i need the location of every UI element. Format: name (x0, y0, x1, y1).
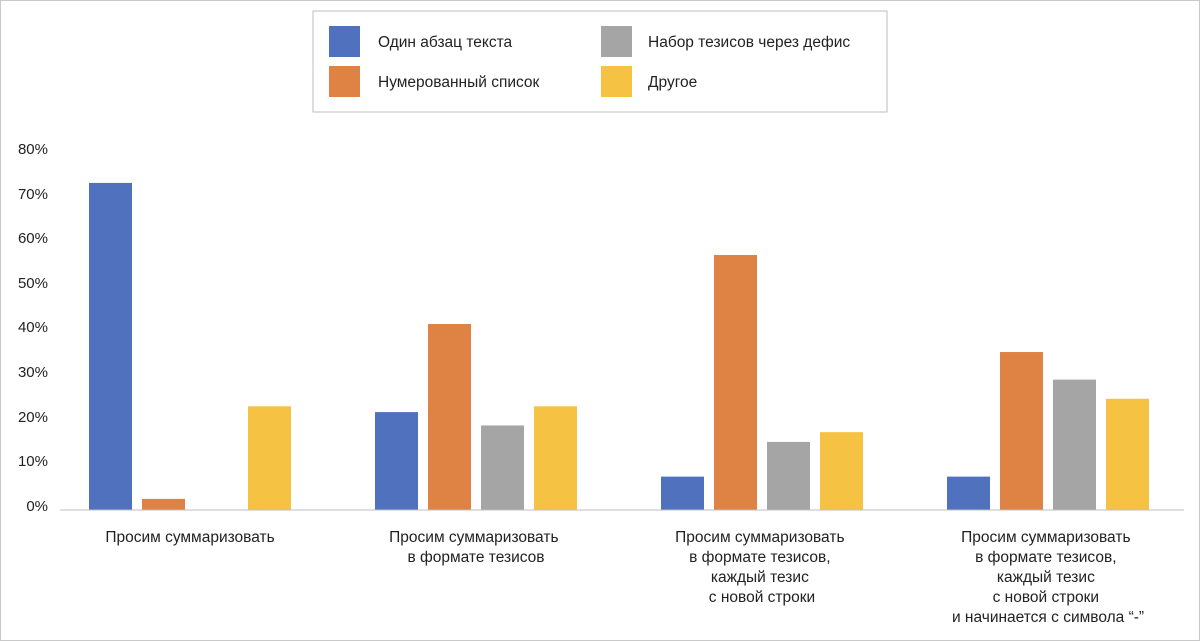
legend-label-3: Другое (648, 74, 697, 91)
category-label-line: с новой строки (993, 589, 1099, 606)
legend-swatch-3 (601, 66, 632, 97)
category-label-line: каждый тезис (711, 569, 809, 586)
bar-2-0 (661, 476, 704, 510)
bar-2-3 (820, 432, 863, 510)
category-label-line: в формате тезисов, (689, 549, 830, 566)
bar-2-1 (714, 255, 757, 510)
category-label-1: Просим суммаризовать в формате тезисов (389, 529, 563, 566)
category-label-line: с новой строки (709, 589, 815, 606)
bar-3-0 (947, 476, 990, 510)
bar-2-2 (767, 441, 810, 510)
category-label-line: Просим суммаризовать (675, 529, 844, 546)
category-label-line: каждый тезис (997, 569, 1095, 586)
bar-1-2 (481, 425, 524, 510)
bar-3-3 (1106, 398, 1149, 510)
bar-0-1 (142, 498, 185, 510)
legend-swatch-0 (329, 26, 360, 57)
category-label-3: Просим суммаризовать в формате тезисов, … (952, 529, 1144, 626)
bar-0-3 (248, 406, 291, 510)
bar-1-1 (428, 323, 471, 510)
y-tick-label: 50% (18, 275, 48, 292)
category-label-line: Просим суммаризовать (105, 529, 274, 546)
bar-0-0 (89, 182, 132, 511)
category-label-line: в формате тезисов, (975, 549, 1116, 566)
y-axis-ticks: 0% 10% 20% 30% 40% 50% 60% 70% 80% (18, 141, 48, 515)
bar-3-1 (1000, 352, 1043, 510)
category-label-2: Просим суммаризовать в формате тезисов, … (675, 529, 849, 606)
bar-1-3 (534, 406, 577, 510)
bars (89, 182, 1149, 511)
category-label-line: Просим суммаризовать (961, 529, 1130, 546)
legend-swatch-2 (601, 26, 632, 57)
legend: Один абзац текста Нумерованный список На… (329, 26, 850, 97)
y-tick-label: 80% (18, 141, 48, 158)
legend-label-1: Нумерованный список (378, 74, 540, 91)
y-tick-label: 40% (18, 319, 48, 336)
category-label-line: Просим суммаризовать (389, 529, 558, 546)
bar-1-0 (375, 412, 418, 510)
y-tick-label: 70% (18, 186, 48, 203)
category-label-line: в формате тезисов (407, 549, 544, 566)
legend-swatch-1 (329, 66, 360, 97)
category-label-line: и начинается с символа “-” (952, 609, 1144, 626)
y-tick-label: 60% (18, 230, 48, 247)
legend-label-2: Набор тезисов через дефис (648, 34, 850, 51)
y-tick-label: 20% (18, 409, 48, 426)
y-tick-label: 0% (26, 498, 48, 515)
legend-label-0: Один абзац текста (378, 34, 513, 51)
y-tick-label: 10% (18, 453, 48, 470)
y-tick-label: 30% (18, 364, 48, 381)
bar-3-2 (1053, 379, 1096, 510)
category-label-0: Просим суммаризовать (105, 529, 274, 546)
legend-box (312, 10, 888, 113)
x-axis-categories: Просим суммаризовать Просим суммаризоват… (105, 529, 1144, 626)
